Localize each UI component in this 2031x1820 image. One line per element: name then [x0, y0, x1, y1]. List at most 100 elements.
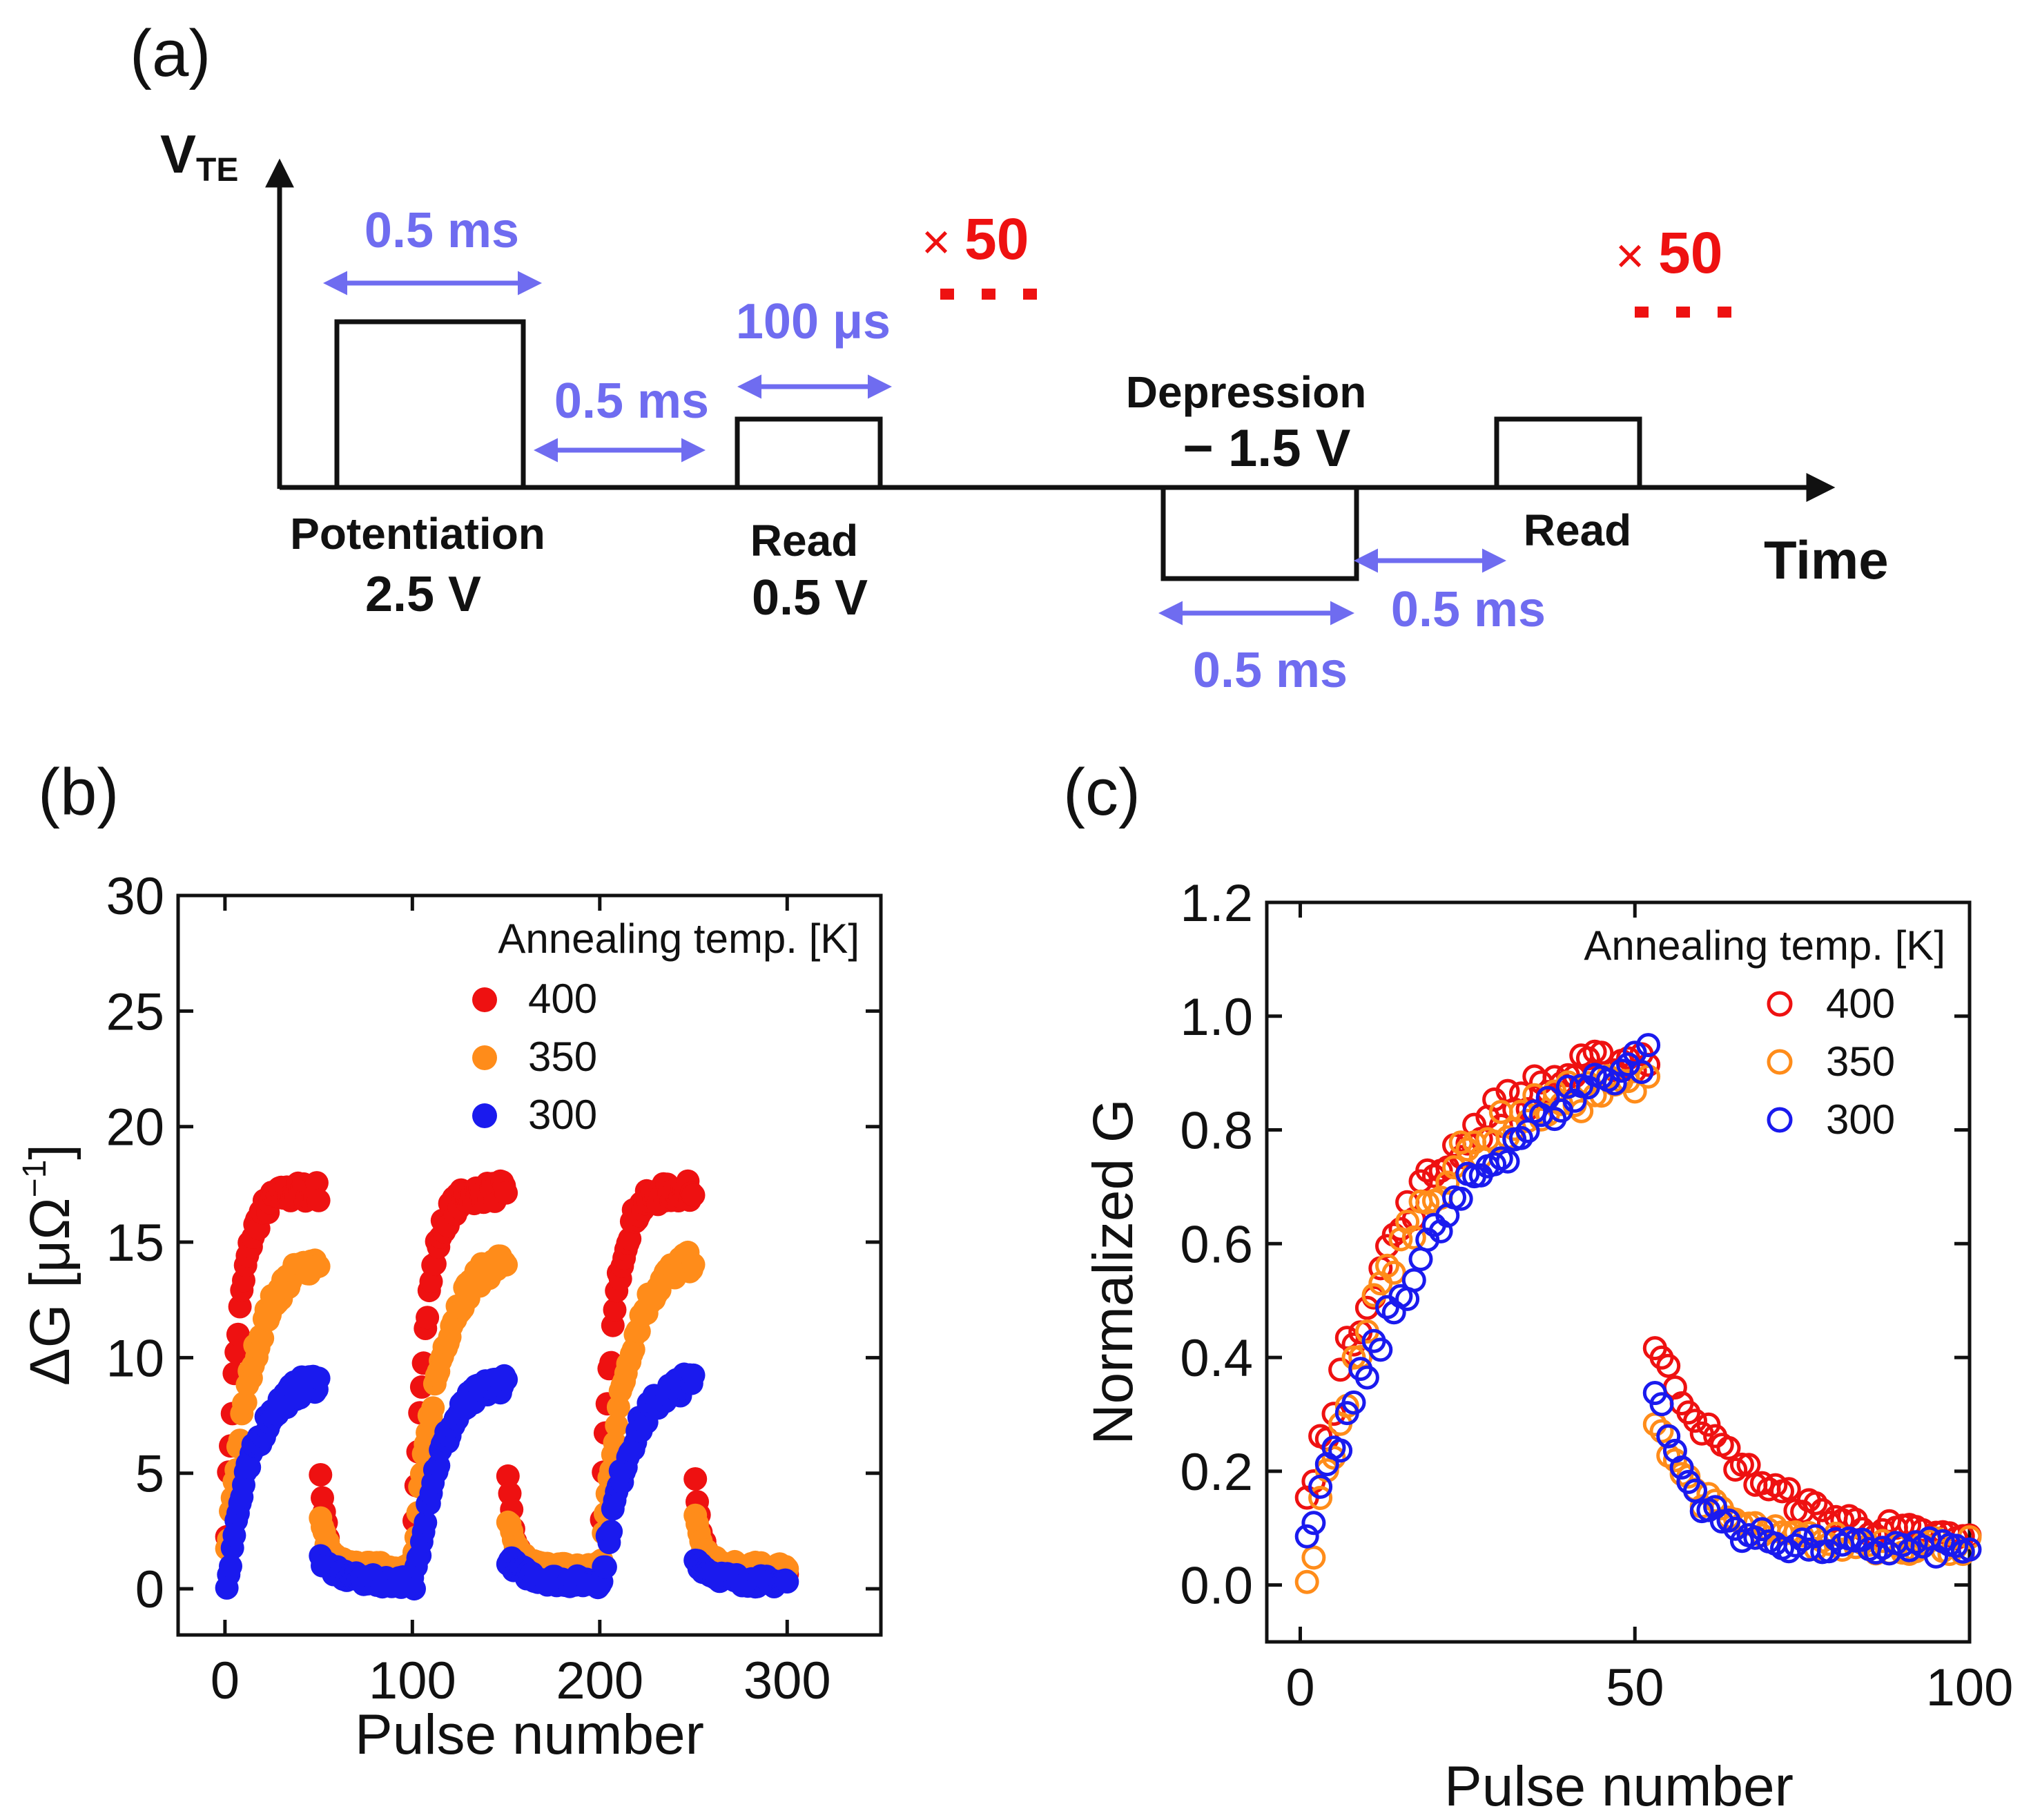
- panel-b-y-tick-label: 10: [106, 1329, 164, 1388]
- data-point-300: [1616, 1052, 1640, 1077]
- potentiation-pulse: [334, 319, 526, 487]
- data-point-400: [416, 1306, 440, 1330]
- data-point-350: [233, 1391, 257, 1414]
- panel-b-legend-300: 300: [528, 1092, 597, 1138]
- read-pulse-1: [735, 416, 883, 487]
- data-point-350: [1348, 1344, 1373, 1369]
- data-point-350: [1442, 1155, 1466, 1180]
- panel-c-legend-300: 300: [1826, 1096, 1895, 1143]
- gap-label-2: 0.5 ms: [1391, 582, 1546, 637]
- data-point-300: [307, 1366, 331, 1391]
- panel-c-y-axis-label: Normalized G: [1082, 1098, 1145, 1444]
- panel-b-x-tick-label: 200: [556, 1652, 643, 1710]
- data-point-400: [1683, 1408, 1707, 1433]
- panel-b-label: (b): [38, 755, 119, 829]
- data-point-300: [1629, 1060, 1654, 1085]
- repeat-times-1: ×: [922, 215, 951, 270]
- voltage-axis-label-sub: TE: [196, 152, 238, 188]
- repeat-count-1: 50: [964, 206, 1029, 271]
- data-point-350: [1662, 1448, 1687, 1473]
- data-point-300: [219, 1554, 242, 1578]
- data-point-400: [683, 1467, 708, 1491]
- repeat-marker-1: × 50: [922, 206, 1029, 271]
- data-point-300: [1328, 1438, 1353, 1463]
- data-point-400: [224, 1340, 249, 1364]
- data-point-350: [1294, 1569, 1319, 1594]
- voltage-axis-label-main: V: [160, 124, 196, 184]
- panel-b-legend: Annealing temp. [K] 400 350 300: [472, 916, 859, 1138]
- panel-b-ticks: 0 100 200 300 0 5 10 15 20 25 30: [106, 867, 881, 1710]
- depression-pulse: [1160, 487, 1359, 581]
- panel-b-legend-marker-350: [472, 1045, 497, 1070]
- panel-b-plot-frame: [176, 893, 883, 1637]
- data-point-350: [1455, 1137, 1480, 1162]
- panel-c-legend: Annealing temp. [K] 400 350 300: [1584, 922, 1945, 1143]
- data-point-300: [599, 1520, 623, 1544]
- read-label-2: Read: [1524, 505, 1632, 555]
- data-point-350: [605, 1413, 629, 1437]
- panel-c-legend-title: Annealing temp. [K]: [1584, 922, 1945, 969]
- panel-c-label: (c): [1063, 755, 1140, 829]
- panel-c-chart: (c) 0 50 100 0.0 0.2 0.4 0.6 0.8 1.0 1.2 Pulse nu…: [1063, 755, 2013, 1818]
- data-point-350: [494, 1252, 518, 1277]
- data-point-300: [1401, 1268, 1426, 1293]
- data-point-300: [414, 1511, 438, 1535]
- panel-b-x-tick-label: 0: [211, 1652, 240, 1710]
- data-point-300: [1944, 1533, 1969, 1558]
- data-point-300: [402, 1577, 426, 1601]
- panel-b-legend-350: 350: [528, 1034, 597, 1080]
- data-point-400: [226, 1322, 250, 1346]
- data-point-300: [1669, 1455, 1694, 1480]
- panel-a-pulse-scheme: (a) VTE Time Potentiation 2.5 V Read 0.5…: [130, 17, 1889, 698]
- data-point-300: [1482, 1152, 1507, 1177]
- data-point-400: [1810, 1498, 1835, 1522]
- panel-b-y-axis-label-main: ΔG [μΩ: [19, 1197, 81, 1386]
- panel-b-legend-marker-300: [472, 1103, 497, 1128]
- data-point-400: [494, 1181, 518, 1205]
- read-label-1: Read: [750, 516, 859, 565]
- panel-b-legend-title: Annealing temp. [K]: [498, 916, 859, 962]
- panel-c-y-tick-label: 0.6: [1180, 1215, 1253, 1274]
- data-point-300: [1535, 1085, 1560, 1110]
- panel-c-data-points: [1294, 1033, 1982, 1594]
- data-point-350: [1649, 1419, 1674, 1444]
- potentiation-width-label: 0.5 ms: [365, 203, 519, 258]
- depression-label: Depression: [1126, 367, 1367, 417]
- data-point-350: [421, 1396, 445, 1420]
- panel-b-y-tick-label: 0: [135, 1560, 164, 1619]
- panel-b-y-tick-label: 5: [135, 1445, 164, 1504]
- data-point-350: [251, 1326, 275, 1351]
- data-point-400: [1723, 1458, 1748, 1482]
- panel-b-y-tick-label: 15: [106, 1214, 164, 1272]
- data-point-350: [1321, 1445, 1346, 1470]
- depression-voltage: − 1.5 V: [1183, 419, 1351, 478]
- data-point-300: [1301, 1511, 1326, 1536]
- panel-c-legend-marker-350: [1767, 1049, 1793, 1075]
- data-point-350: [1361, 1283, 1386, 1308]
- data-point-300: [1562, 1088, 1587, 1113]
- data-point-300: [1957, 1537, 1982, 1562]
- data-point-400: [1462, 1112, 1487, 1137]
- data-point-300: [1749, 1517, 1774, 1542]
- data-point-400: [307, 1188, 331, 1212]
- data-point-400: [681, 1183, 706, 1207]
- data-point-300: [1783, 1533, 1808, 1558]
- panel-b-x-tick-label: 100: [369, 1652, 456, 1710]
- repeat-times-2: ×: [1615, 229, 1644, 284]
- data-point-300: [1649, 1392, 1674, 1417]
- data-point-350: [681, 1252, 706, 1277]
- panel-c-y-tick-label: 0.0: [1180, 1557, 1253, 1616]
- panel-b-x-axis-label: Pulse number: [355, 1703, 704, 1766]
- panel-b-legend-marker-400: [472, 987, 497, 1012]
- panel-c-legend-350: 350: [1826, 1038, 1895, 1085]
- data-point-350: [1375, 1253, 1399, 1278]
- panel-b-y-axis-label: ΔG [μΩ−1]: [17, 1144, 81, 1386]
- data-point-400: [603, 1298, 627, 1322]
- panel-b-x-tick-label: 300: [744, 1652, 831, 1710]
- repeat-dots-1: [940, 289, 1037, 300]
- data-point-300: [593, 1555, 617, 1579]
- panel-b-y-tick-label: 20: [106, 1098, 164, 1157]
- panel-c-y-tick-label: 0.2: [1180, 1443, 1253, 1502]
- data-point-400: [1328, 1357, 1353, 1382]
- repeat-dots-2: [1635, 307, 1731, 318]
